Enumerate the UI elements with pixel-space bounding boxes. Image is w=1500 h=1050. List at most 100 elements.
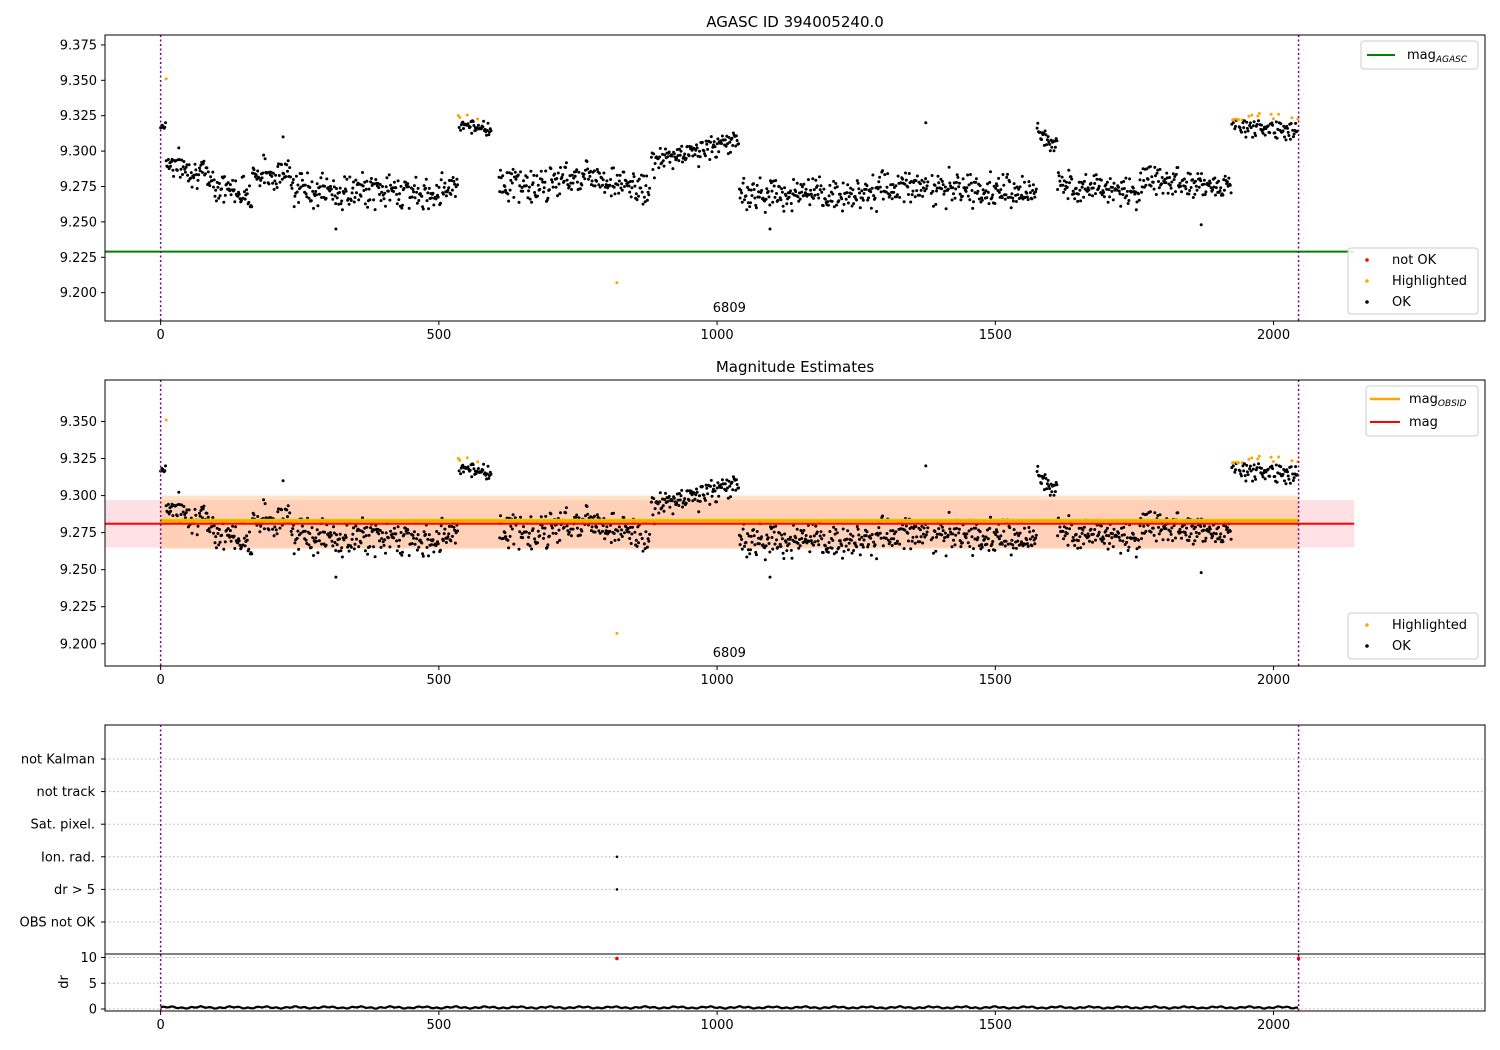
ok-point [963, 532, 967, 536]
ok-point [526, 196, 530, 200]
ok-point [1161, 191, 1165, 195]
ok-point [1127, 545, 1131, 549]
ok-point [907, 539, 910, 543]
ok-point [1117, 185, 1120, 189]
ok-point [796, 541, 800, 545]
ok-point [794, 536, 798, 540]
ok-point [760, 535, 764, 539]
ok-point [1286, 130, 1290, 134]
ok-point [648, 186, 652, 190]
ok-point [702, 493, 706, 497]
ok-point [817, 196, 821, 200]
ok-point [260, 176, 264, 180]
ok-point [709, 484, 712, 488]
ok-point [642, 195, 646, 199]
x-tick-label: 1500 [979, 1018, 1012, 1033]
ok-point [228, 529, 232, 533]
highlighted-point [164, 418, 168, 422]
panel-flags-axes [104, 724, 1486, 1012]
ok-point [561, 173, 565, 177]
ok-point [256, 515, 260, 518]
ok-point [1166, 538, 1170, 542]
ok-point [541, 526, 545, 530]
ok-point [185, 508, 189, 512]
ok-point [543, 526, 547, 530]
ok-point [558, 192, 562, 196]
ok-point [841, 556, 844, 560]
ok-point [730, 480, 734, 484]
ok-point [895, 193, 899, 197]
ok-point [792, 178, 795, 181]
ok-point [182, 505, 186, 508]
ok-point [689, 489, 693, 493]
ok-point [1108, 177, 1112, 181]
ok-point [1110, 536, 1114, 540]
ok-point [1151, 180, 1155, 184]
ok-point [1152, 533, 1156, 537]
ok-point [629, 542, 633, 545]
ok-point [422, 530, 426, 534]
ok-point [598, 185, 602, 189]
ok-point [373, 555, 377, 559]
ok-point [376, 527, 380, 531]
ok-point [166, 502, 170, 506]
ok-point [195, 173, 198, 176]
ok-point [934, 549, 938, 553]
ok-point [680, 144, 684, 148]
ok-point [1283, 479, 1286, 483]
ok-point [835, 531, 839, 535]
ok-point [902, 547, 906, 551]
ok-point [861, 198, 865, 202]
ok-point [1251, 467, 1255, 471]
ok-point [672, 496, 676, 500]
y-tick-label: 9.225 [60, 600, 97, 615]
ok-point [951, 532, 955, 536]
ok-point [332, 179, 335, 183]
ok-point [738, 196, 742, 200]
ok-point [1023, 526, 1026, 530]
ok-point [999, 188, 1003, 192]
ok-point [296, 183, 300, 187]
ok-point [740, 547, 744, 551]
ok-point [1031, 189, 1035, 192]
ok-point [417, 199, 421, 202]
ok-point [693, 153, 697, 157]
ok-point [1010, 192, 1014, 196]
ok-point [510, 181, 514, 185]
ok-point [1084, 173, 1088, 176]
ok-point [953, 543, 957, 547]
ok-point [689, 145, 693, 149]
highlighted-point [1271, 460, 1275, 464]
ok-point [543, 180, 547, 184]
ok-point [450, 534, 454, 538]
ok-point [1020, 193, 1023, 197]
ok-point [617, 191, 621, 195]
ok-point [726, 142, 729, 146]
ok-point [206, 170, 210, 174]
ok-point [1134, 536, 1137, 540]
ok-point [875, 557, 879, 561]
ok-point [849, 192, 853, 196]
ok-point [1138, 524, 1142, 528]
ok-point [715, 155, 718, 159]
ok-point [590, 525, 594, 529]
ok-point [802, 528, 806, 532]
ok-point [740, 191, 744, 195]
ok-point [439, 524, 443, 528]
ok-point [273, 525, 277, 529]
ok-point [1144, 183, 1148, 187]
ok-point [1118, 538, 1122, 542]
ok-point [765, 187, 769, 191]
ok-point [247, 200, 251, 204]
ok-point [964, 536, 968, 540]
ok-point [1245, 120, 1249, 124]
ok-point [1122, 525, 1126, 529]
ok-point [443, 181, 447, 185]
ok-point [201, 507, 205, 511]
ok-point [280, 508, 283, 512]
ok-point [357, 198, 361, 202]
ok-point [877, 180, 881, 184]
ok-point [200, 516, 204, 520]
ok-point [329, 184, 332, 188]
ok-point [663, 153, 667, 157]
